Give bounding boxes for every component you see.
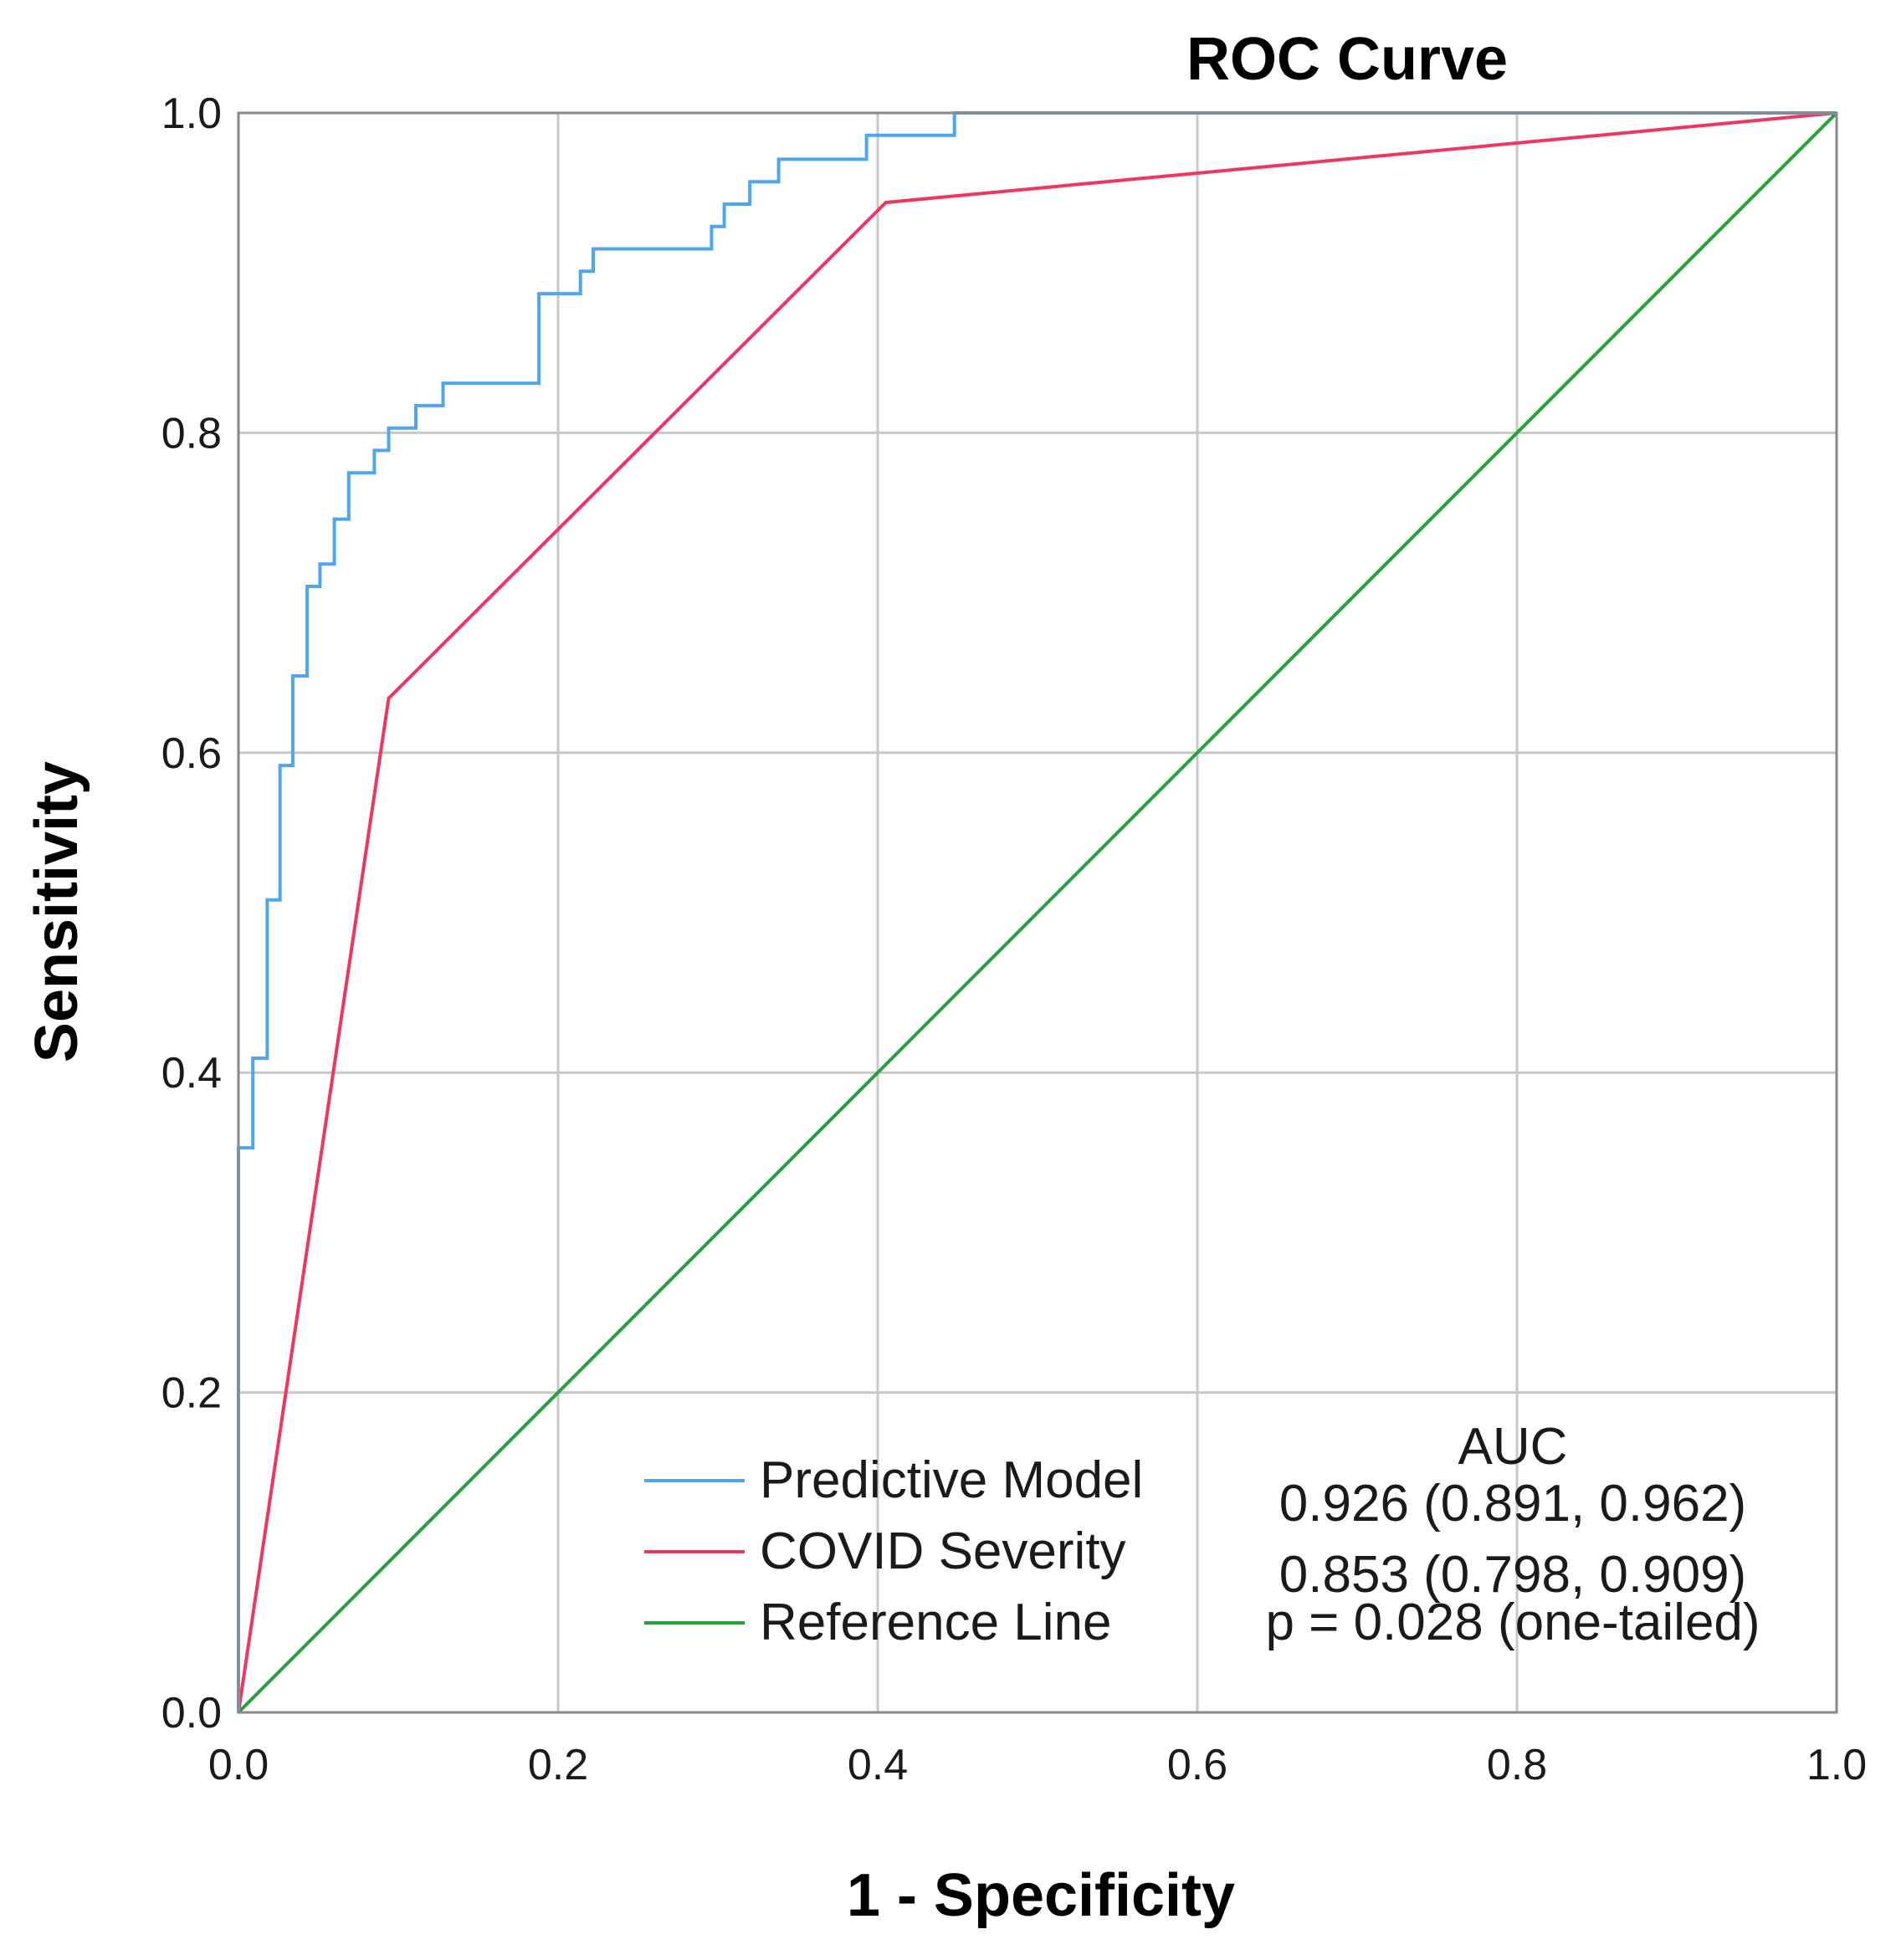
legend-label-predictive-model: Predictive Model <box>760 1451 1143 1509</box>
auc-header: AUC <box>1458 1418 1568 1476</box>
x-axis-label: 1 - Specificity <box>847 1862 1235 1929</box>
y-tick-label: 0.8 <box>161 409 222 458</box>
y-tick-label: 0.0 <box>161 1689 222 1737</box>
auc-value-predictive-model: 0.926 (0.891, 0.962) <box>1279 1475 1746 1533</box>
y-tick-label: 0.6 <box>161 729 222 778</box>
y-tick-label: 0.4 <box>161 1049 222 1098</box>
tick-labels: 0.0 0.2 0.4 0.6 0.8 1.0 0.0 0.2 0.4 0.6 0.8 1.0 <box>161 90 1867 1789</box>
chart-title: ROC Curve <box>1186 26 1508 93</box>
series-lines <box>237 111 1838 1714</box>
x-tick-label: 0.4 <box>848 1741 908 1789</box>
x-tick-label: 1.0 <box>1806 1741 1867 1789</box>
legend: Predictive Model 0.926 (0.891, 0.962) COVI… <box>644 1451 1746 1651</box>
legend-label-reference-line: Reference Line <box>760 1594 1112 1651</box>
legend-label-covid-severity: COVID Severity <box>760 1522 1126 1580</box>
x-tick-label: 0.6 <box>1167 1741 1227 1789</box>
plot-frame <box>237 111 1838 1714</box>
predictive-model-curve <box>237 111 1837 1712</box>
y-axis-label: Sensitivity <box>23 761 90 1062</box>
reference-line-curve <box>237 111 1838 1714</box>
grid <box>238 113 1837 1712</box>
x-tick-label: 0.8 <box>1487 1741 1547 1789</box>
p-value-text: p = 0.028 (one-tailed) <box>1265 1594 1760 1651</box>
y-tick-label: 1.0 <box>161 90 222 138</box>
y-tick-label: 0.2 <box>161 1369 222 1418</box>
x-tick-label: 0.0 <box>208 1741 269 1789</box>
covid-severity-curve <box>237 111 1837 1713</box>
auc-value-covid-severity: 0.853 (0.798, 0.909) <box>1279 1546 1746 1604</box>
x-tick-label: 0.2 <box>528 1741 588 1789</box>
